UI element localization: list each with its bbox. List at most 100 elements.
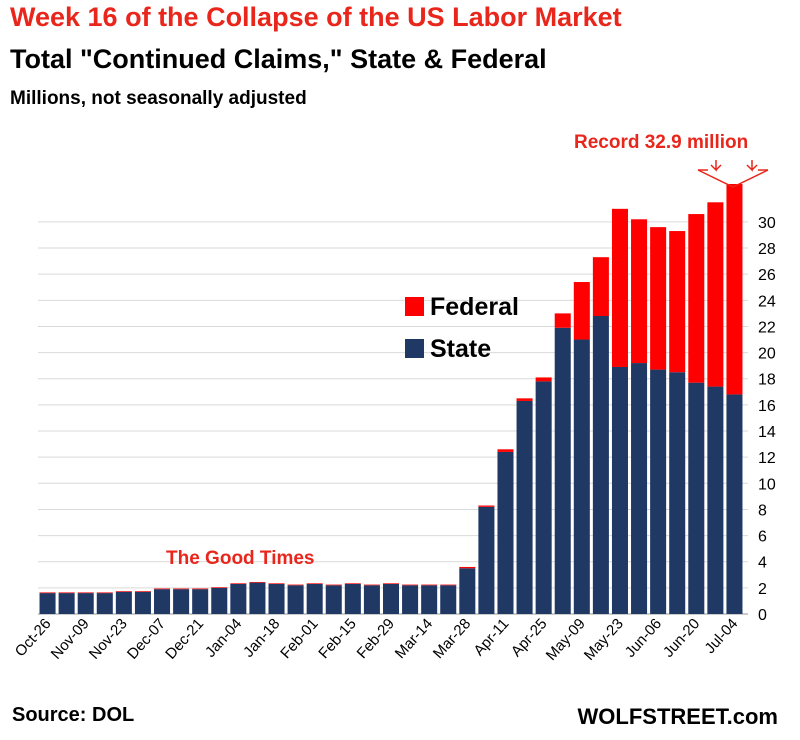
chart-units: Millions, not seasonally adjusted	[10, 88, 307, 109]
bar-federal	[497, 449, 514, 452]
bar-state	[268, 583, 285, 614]
bar-state	[96, 593, 113, 614]
x-tick-label: Dec-07	[124, 615, 169, 662]
legend-label-federal: Federal	[430, 293, 519, 321]
x-tick-label: Mar-14	[392, 615, 436, 662]
bar-federal	[268, 583, 285, 584]
bar-federal	[573, 282, 590, 340]
y-tick-label: 0	[758, 607, 767, 624]
bar-federal	[459, 566, 476, 569]
bar-state	[554, 327, 571, 614]
bar-federal	[287, 584, 304, 586]
bar-federal	[382, 583, 400, 584]
bar-state	[115, 591, 132, 614]
x-tick-label: May-23	[581, 615, 627, 664]
x-tick-label: May-09	[543, 615, 589, 664]
bar-federal	[306, 583, 323, 584]
bar-state	[77, 593, 94, 614]
bar-federal	[688, 214, 705, 383]
y-tick-label: 28	[758, 241, 776, 258]
bar-state	[611, 366, 628, 614]
y-tick-label: 22	[758, 319, 776, 336]
bar-federal	[325, 584, 342, 586]
record-arrow-left-tick	[710, 160, 722, 172]
legend-label-state: State	[430, 335, 491, 363]
x-tick-label: Jun-06	[622, 615, 665, 660]
y-tick-label: 16	[758, 398, 776, 415]
record-arrow	[697, 160, 769, 188]
chart-title: Week 16 of the Collapse of the US Labor …	[10, 2, 622, 32]
record-arrow-head	[697, 169, 769, 188]
bar-federal	[230, 583, 247, 584]
bar-state	[230, 583, 247, 614]
x-tick-label: Apr-11	[470, 615, 512, 659]
bar-state	[39, 593, 56, 614]
bar-state	[211, 587, 228, 614]
x-tick-label: Jul-04	[701, 615, 741, 657]
bar-federal	[650, 227, 667, 370]
y-tick-label: 2	[758, 581, 767, 598]
legend-swatch-federal	[405, 297, 424, 316]
bar-state	[249, 582, 266, 614]
bar-state	[325, 585, 342, 614]
bar-federal	[344, 583, 361, 584]
y-tick-label: 14	[758, 424, 776, 441]
bar-state	[478, 506, 495, 614]
bar-state	[669, 372, 686, 614]
x-tick-label: Feb-01	[277, 615, 321, 662]
x-tick-label: Nov-23	[86, 615, 131, 662]
x-axis-ticks: Oct-26Nov-09Nov-23Dec-07Dec-21Jan-04Jan-…	[12, 615, 742, 664]
bar-federal	[192, 588, 209, 590]
legend: Federal State	[405, 293, 519, 363]
bar-federal	[631, 219, 648, 364]
x-tick-label: Dec-21	[162, 615, 207, 662]
bar-state	[363, 585, 380, 614]
bar-federal	[402, 584, 419, 586]
bar-state	[306, 583, 323, 614]
bar-state	[516, 400, 533, 614]
bar-federal	[478, 505, 495, 507]
annotation-good-times: The Good Times	[166, 548, 315, 569]
bar-federal	[611, 208, 628, 367]
x-tick-label: Jan-18	[240, 615, 283, 660]
bar-federal	[134, 591, 151, 592]
y-tick-label: 20	[758, 346, 776, 363]
bar-federal	[154, 588, 171, 590]
bar-federal	[39, 592, 56, 594]
x-tick-label: Nov-09	[48, 615, 93, 662]
y-tick-label: 10	[758, 476, 776, 493]
bar-state	[688, 382, 705, 614]
x-tick-label: Mar-28	[430, 615, 474, 662]
bar-federal	[77, 592, 94, 594]
y-tick-label: 12	[758, 450, 776, 467]
bar-state	[650, 369, 667, 614]
x-tick-label: Jun-20	[660, 615, 703, 660]
annotation-record: Record 32.9 million	[574, 132, 748, 153]
bar-state	[173, 589, 190, 614]
bar-federal	[516, 398, 533, 401]
bar-state	[287, 585, 304, 614]
bar-federal	[726, 183, 743, 395]
bar-federal	[707, 202, 724, 387]
bar-state	[497, 451, 514, 614]
bar-state	[726, 394, 743, 614]
x-tick-label: Oct-26	[12, 615, 55, 660]
bar-state	[402, 585, 419, 614]
chart-subtitle: Total "Continued Claims," State & Federa…	[10, 44, 547, 74]
bar-state	[134, 591, 151, 614]
bar-state	[58, 593, 75, 614]
record-arrow-right-tick	[746, 160, 758, 172]
legend-swatch-state	[405, 339, 424, 358]
bars	[39, 183, 743, 614]
bar-federal	[249, 581, 266, 583]
bar-state	[573, 339, 590, 614]
bar-state	[192, 589, 209, 614]
bar-federal	[592, 257, 609, 317]
bar-federal	[96, 592, 113, 594]
bar-federal	[115, 591, 132, 592]
y-tick-label: 4	[758, 555, 767, 572]
source-note: Source: DOL	[12, 704, 135, 726]
y-tick-label: 26	[758, 267, 776, 284]
